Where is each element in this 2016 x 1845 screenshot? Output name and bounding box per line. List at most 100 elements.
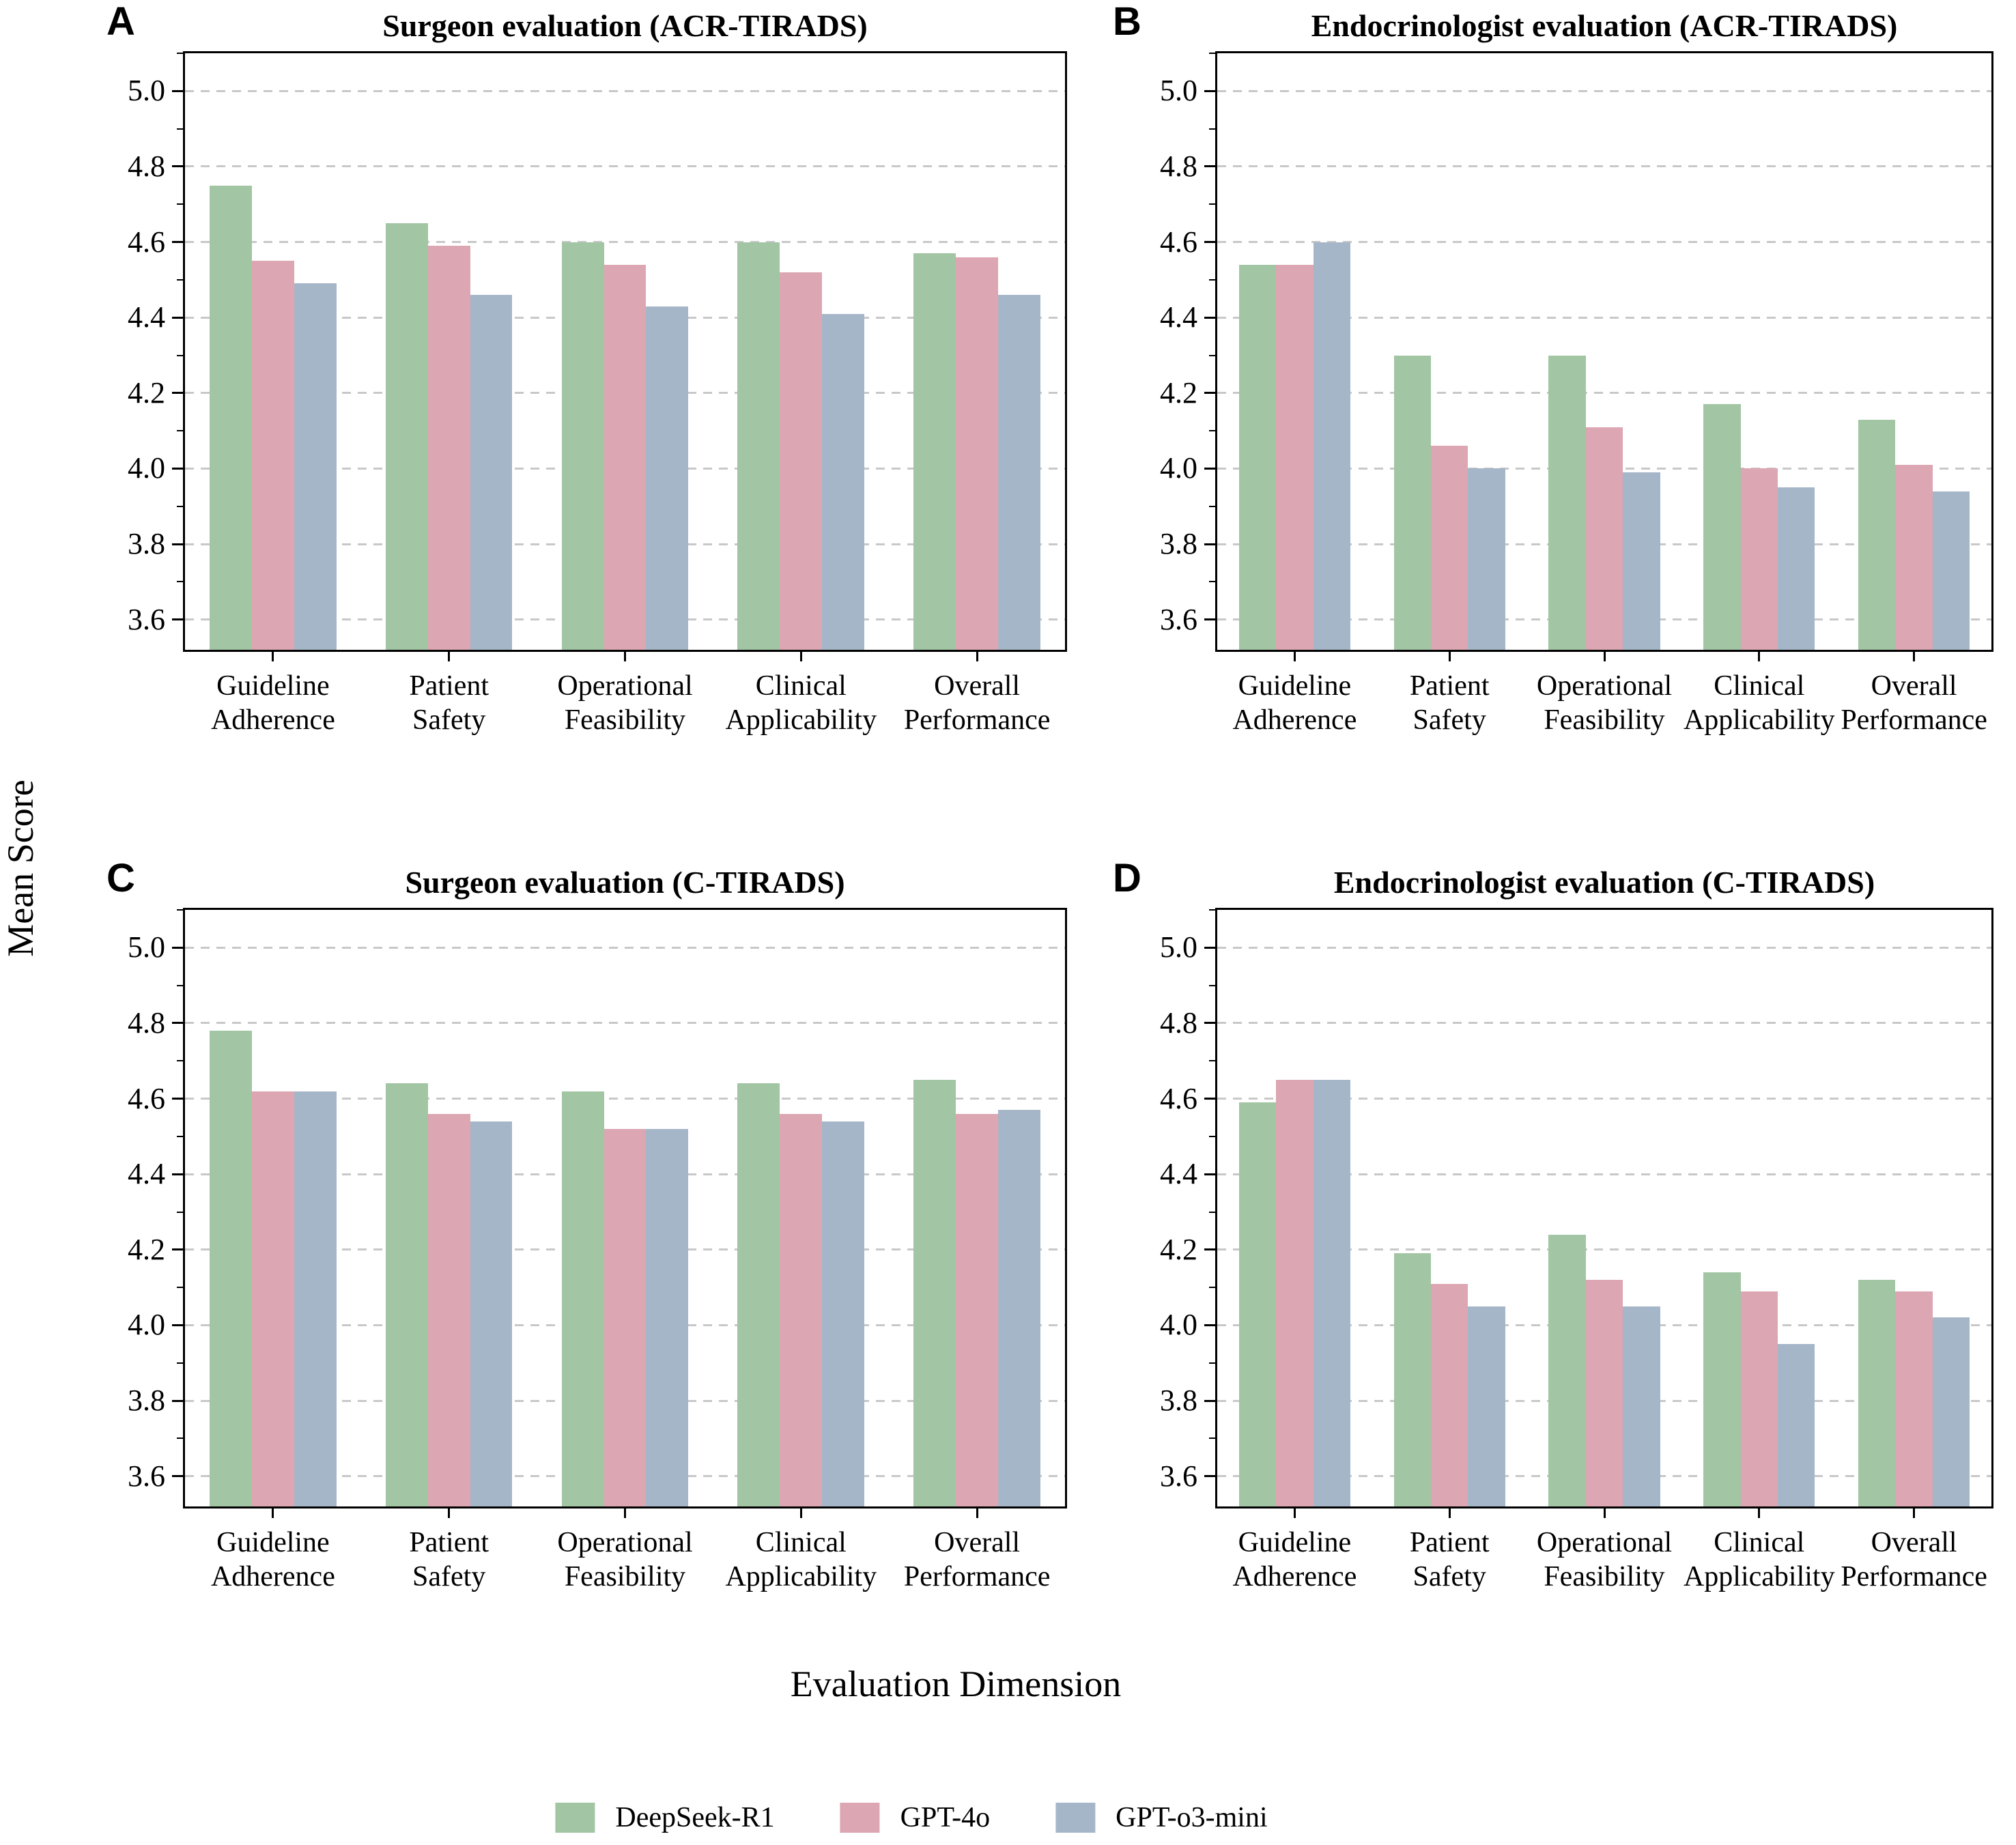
bar-gpt-o3-mini [1468,468,1505,650]
bar-deepseek-r1 [1238,264,1277,650]
bar-deepseek-r1 [385,223,428,650]
y-tick-minor [1209,128,1215,130]
bar-deepseek-r1 [1703,1272,1741,1506]
plot-area-c [183,908,1067,1508]
x-category-label: Guideline Adherence [210,670,335,736]
x-tick [976,1508,978,1518]
y-tick-label: 4.2 [1160,375,1197,410]
y-tick-minor [177,1060,183,1062]
gridline [1217,1098,1991,1100]
legend-label: GPT-o3-mini [1116,1802,1268,1833]
y-tick-minor [177,203,183,205]
y-tick-major [172,1098,183,1100]
x-category-label: Operational Feasibility [1536,670,1673,736]
y-tick-minor [1209,1135,1215,1137]
legend-item: DeepSeek-R1 [555,1802,775,1833]
bar-gpt-4o [1740,1291,1778,1506]
x-category-label: Operational Feasibility [557,1527,693,1592]
x-category-label: Overall Performance [1841,1527,1987,1592]
x-category-label: Patient Safety [1409,670,1490,736]
x-tick [976,652,978,661]
y-tick-minor [1209,909,1215,911]
y-tick-label: 3.8 [128,1384,165,1418]
y-tick-minor [177,1135,183,1137]
bar-gpt-4o [1895,464,1933,650]
x-tick [448,1508,451,1518]
y-tick-label: 4.0 [1160,451,1197,485]
y-tick-major [1204,241,1215,244]
bar-deepseek-r1 [1393,1253,1431,1506]
x-tick [448,652,451,661]
bar-gpt-o3-mini [1932,491,1970,650]
y-tick-minor [1209,53,1215,54]
gridline [1217,946,1991,949]
panel-b: B Endocrinologist evaluation (ACR-TIRADS… [1113,2,1993,736]
y-tick-minor [177,581,183,583]
legend-swatch-icon [1055,1803,1096,1833]
y-tick-major [1204,89,1215,92]
bar-gpt-o3-mini [646,1128,689,1506]
bar-gpt-4o [604,1128,647,1506]
y-tick-label: 5.0 [128,930,165,964]
y-tick-label: 4.8 [128,149,165,183]
y-tick-label: 4.0 [128,1308,165,1342]
y-tick-minor [1209,354,1215,356]
y-tick-major [172,1399,183,1402]
bar-gpt-4o [1430,1283,1468,1506]
bar-gpt-o3-mini [1623,1306,1660,1506]
y-tick-minor [1209,505,1215,507]
legend-item: GPT-o3-mini [1055,1802,1268,1833]
bar-gpt-o3-mini [998,295,1040,650]
y-tick-minor [1209,581,1215,583]
y-tick-major [1204,1098,1215,1100]
bar-gpt-4o [1895,1291,1933,1506]
y-tick-label: 4.8 [1160,1005,1197,1040]
gridline [1217,1248,1991,1251]
y-tick-major [172,1324,183,1326]
y-tick-major [172,543,183,545]
y-tick-minor [1209,1287,1215,1289]
bar-gpt-o3-mini [998,1110,1040,1506]
bar-deepseek-r1 [1858,419,1896,650]
x-tick [1758,1508,1761,1518]
y-tick-minor [177,354,183,356]
y-tick-label: 4.6 [1160,1081,1197,1115]
y-tick-major [1204,1248,1215,1251]
y-tick-label: 4.2 [128,375,165,410]
x-category-label: Overall Performance [903,1527,1051,1592]
x-category-label: Operational Feasibility [557,670,693,736]
bar-deepseek-r1 [210,185,252,650]
y-tick-major [172,1173,183,1175]
bar-deepseek-r1 [561,242,604,650]
y-tick-label: 4.8 [1160,149,1197,183]
bar-gpt-o3-mini [822,313,865,650]
bar-gpt-o3-mini [1468,1306,1505,1506]
legend-label: GPT-4o [900,1802,991,1833]
y-tick-minor [177,1362,183,1364]
y-tick-label: 3.8 [1160,1384,1197,1418]
bar-gpt-4o [780,1113,823,1506]
y-tick-major [172,467,183,470]
bar-gpt-4o [1276,264,1314,650]
panel-letter-c: C [107,856,135,900]
panel-title-b: Endocrinologist evaluation (ACR-TIRADS) [1311,8,1898,43]
x-category-label: Clinical Applicability [725,1527,877,1592]
bar-deepseek-r1 [913,253,956,650]
legend-swatch-icon [840,1803,880,1833]
plot-area-b [1215,51,1993,652]
gridline [185,241,1065,244]
legend-label: DeepSeek-R1 [615,1802,775,1833]
bar-gpt-4o [604,264,647,650]
bar-gpt-4o [956,1113,999,1506]
x-category-label: Guideline Adherence [210,1527,335,1592]
y-tick-label: 3.6 [128,1459,165,1493]
y-tick-major [1204,1399,1215,1402]
bar-deepseek-r1 [1238,1102,1277,1506]
y-axis-title: Mean Score [0,780,41,957]
bar-gpt-4o [251,1091,294,1506]
y-tick-major [172,1475,183,1478]
y-tick-major [172,241,183,244]
y-tick-minor [177,505,183,507]
plot-area-a [183,51,1067,652]
y-tick-label: 3.8 [1160,527,1197,561]
